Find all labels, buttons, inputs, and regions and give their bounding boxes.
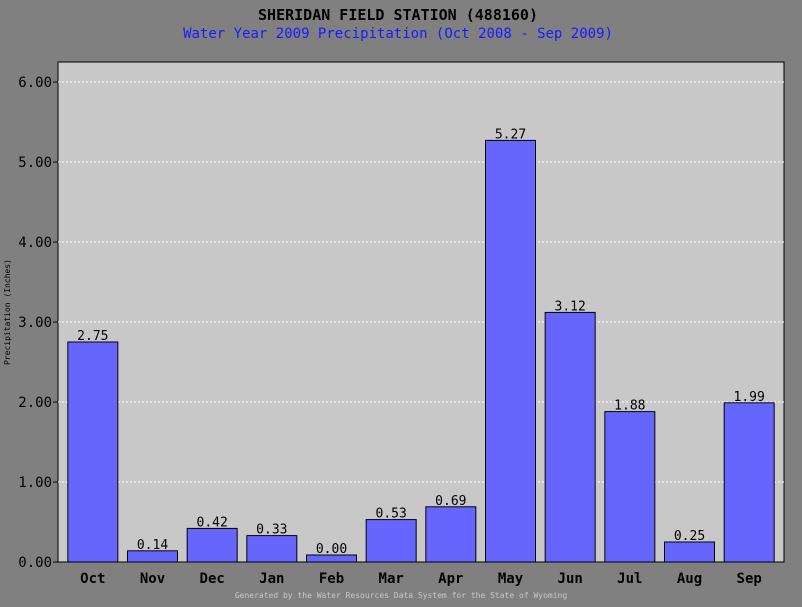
bar-mar — [365, 519, 417, 563]
bar-jun — [544, 311, 596, 563]
x-tick-label-jun: Jun — [558, 571, 583, 587]
data-label-jan: 0.33 — [256, 523, 287, 538]
x-tick-label-may: May — [498, 571, 524, 587]
bars: 2.75 0.14 0.42 0.33 0.00 0.53 0.69 5.27 3.12 1.88… — [67, 127, 775, 563]
bar-aug — [664, 541, 715, 563]
chart-title: SHERIDAN FIELD STATION (488160) — [258, 6, 538, 24]
x-tick-label-sep: Sep — [737, 571, 762, 587]
bar-apr — [425, 506, 477, 563]
data-label-oct: 2.75 — [77, 329, 108, 344]
bar-dec — [186, 527, 238, 563]
grid-lines — [58, 81, 784, 483]
x-axis-ticks: Oct Nov Dec Jan Feb Mar Apr May Jun Jul Aug Sep — [80, 571, 762, 587]
footer-note: Generated by the Water Resources Data Sy… — [235, 591, 568, 600]
x-tick-label-mar: Mar — [379, 571, 404, 587]
x-tick-label-apr: Apr — [438, 571, 463, 587]
data-label-dec: 0.42 — [197, 515, 228, 530]
x-tick-label-aug: Aug — [677, 571, 702, 587]
bar-jan — [246, 535, 298, 563]
data-label-feb: 0.00 — [316, 542, 347, 557]
bar-nov — [127, 550, 178, 563]
y-tick-label: 6.00 — [18, 75, 52, 91]
chart-subtitle: Water Year 2009 Precipitation (Oct 2008 … — [183, 26, 613, 42]
data-label-apr: 0.69 — [435, 494, 466, 509]
x-tick-label-jan: Jan — [259, 571, 284, 587]
y-tick-label: 1.00 — [18, 475, 52, 491]
bar-sep — [723, 402, 775, 563]
data-label-mar: 0.53 — [376, 507, 407, 522]
data-label-sep: 1.99 — [734, 390, 765, 405]
bar-jul — [604, 411, 656, 563]
y-tick-label: 0.00 — [18, 555, 52, 571]
data-label-nov: 0.14 — [137, 538, 168, 553]
y-axis-label: Precipitation (Inches) — [3, 259, 12, 365]
y-axis-ticks: 0.00 1.00 2.00 3.00 4.00 5.00 6.00 — [18, 75, 58, 571]
data-label-jun: 3.12 — [555, 299, 586, 314]
bar-feb — [306, 554, 357, 563]
y-tick-label: 2.00 — [18, 395, 52, 411]
data-label-jul: 1.88 — [614, 399, 645, 414]
data-label-aug: 0.25 — [674, 529, 705, 544]
bar-may — [485, 139, 536, 563]
y-tick-label: 4.00 — [18, 235, 52, 251]
x-tick-label-oct: Oct — [80, 571, 105, 587]
x-tick-label-jul: Jul — [617, 571, 642, 587]
plot-area — [57, 61, 785, 563]
y-tick-label: 5.00 — [18, 155, 52, 171]
x-tick-label-dec: Dec — [200, 571, 225, 587]
y-tick-label: 3.00 — [18, 315, 52, 331]
bar-oct — [67, 341, 119, 563]
data-label-may: 5.27 — [495, 127, 526, 142]
x-tick-label-nov: Nov — [140, 571, 165, 587]
x-tick-label-feb: Feb — [319, 571, 344, 587]
